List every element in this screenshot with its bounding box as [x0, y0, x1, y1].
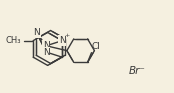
- Text: Br⁻: Br⁻: [129, 66, 146, 76]
- Text: CH₃: CH₃: [6, 36, 21, 45]
- Text: Cl: Cl: [92, 42, 100, 51]
- Text: N: N: [43, 48, 50, 57]
- Text: N: N: [59, 36, 65, 45]
- Text: N: N: [33, 28, 40, 37]
- Text: N: N: [43, 41, 50, 50]
- Text: +: +: [64, 33, 70, 38]
